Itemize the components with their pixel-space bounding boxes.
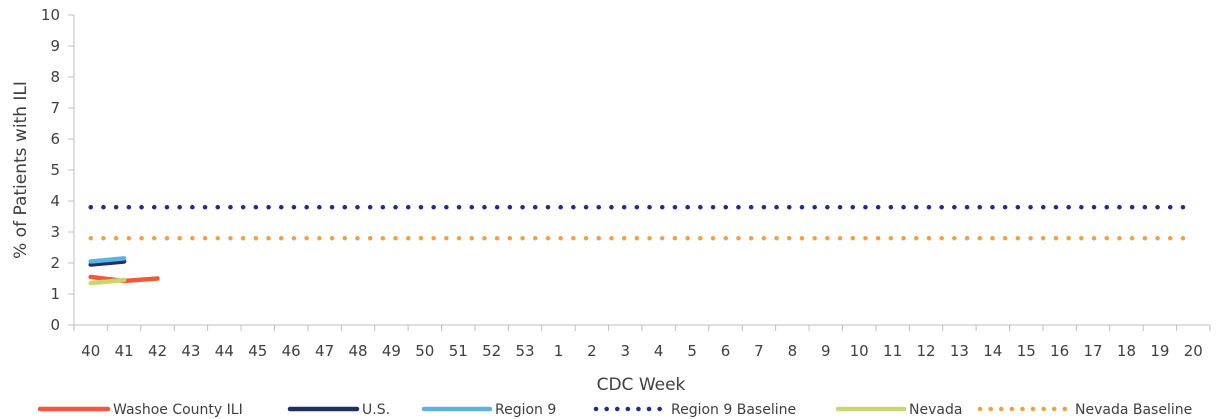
x-tick-label: 50	[415, 342, 434, 360]
x-tick-label: 40	[81, 342, 100, 360]
x-tick-label: 49	[382, 342, 401, 360]
legend-label-u-s: U.S.	[362, 402, 390, 418]
series-line-region-9	[88, 256, 127, 264]
x-tick-label: 41	[115, 342, 134, 360]
y-tick-label: 0	[50, 316, 60, 334]
legend-label-nevada-baseline: Nevada Baseline	[1075, 402, 1192, 418]
y-tick-label: 3	[50, 223, 60, 241]
series-line-nevada	[88, 277, 127, 286]
y-tick-label: 7	[50, 99, 60, 117]
x-axis: 40 41 42 43 44 45 46 47 48 49 50 51 52 53 1 2 3 4 5 6 7 8 9 10 1…	[73, 324, 1211, 360]
x-tick-label: 5	[687, 342, 697, 360]
series-lines	[88, 204, 1196, 286]
x-tick-label: 8	[788, 342, 798, 360]
y-tick-label: 9	[50, 37, 60, 55]
x-tick-label: 43	[181, 342, 200, 360]
x-tick-label: 53	[516, 342, 535, 360]
x-tick-label: 16	[1050, 342, 1069, 360]
x-tick-label: 7	[754, 342, 764, 360]
x-tick-label: 45	[248, 342, 267, 360]
x-axis-title: CDC Week	[597, 375, 686, 395]
x-tick-label: 6	[721, 342, 731, 360]
x-tick-label: 17	[1084, 342, 1103, 360]
legend-label-region-9-baseline: Region 9 Baseline	[671, 402, 796, 418]
series-line-u-s	[88, 259, 127, 267]
x-tick-label: 4	[654, 342, 664, 360]
x-tick-label: 51	[449, 342, 468, 360]
x-tick-label: 15	[1017, 342, 1036, 360]
y-tick-label: 1	[50, 285, 60, 303]
x-tick-label: 48	[348, 342, 367, 360]
x-tick-label: 19	[1150, 342, 1169, 360]
x-tick-label: 11	[883, 342, 902, 360]
x-tick-label: 1	[554, 342, 564, 360]
x-tick-label: 14	[983, 342, 1002, 360]
x-tick-label: 20	[1184, 342, 1203, 360]
legend-label-nevada: Nevada	[909, 402, 962, 418]
y-axis-title: % of Patients with ILI	[11, 81, 31, 259]
x-tick-label: 46	[282, 342, 301, 360]
x-tick-label: 18	[1117, 342, 1136, 360]
x-tick-label: 2	[587, 342, 597, 360]
x-tick-label: 47	[315, 342, 334, 360]
legend-label-washoe-county-ili: Washoe County ILI	[113, 402, 243, 418]
y-tick-label: 8	[50, 68, 60, 86]
x-tick-label: 44	[215, 342, 234, 360]
legend-label-region-9: Region 9	[495, 402, 556, 418]
x-tick-label: 3	[621, 342, 631, 360]
y-tick-label: 4	[50, 192, 60, 210]
y-axis: 0 1 2 3 4 5 6 7 8 9 10	[41, 6, 75, 334]
x-tick-label: 52	[482, 342, 501, 360]
x-tick-label: 9	[821, 342, 831, 360]
y-tick-label: 5	[50, 161, 60, 179]
y-tick-label: 10	[41, 6, 60, 24]
x-tick-label: 42	[148, 342, 167, 360]
legend: Washoe County ILI U.S. Region 9 Region 9 Ba…	[37, 402, 1192, 418]
x-tick-label: 10	[850, 342, 869, 360]
x-tick-label: 12	[916, 342, 935, 360]
x-tick-label: 13	[950, 342, 969, 360]
y-tick-label: 6	[50, 130, 60, 148]
y-tick-label: 2	[50, 254, 60, 272]
